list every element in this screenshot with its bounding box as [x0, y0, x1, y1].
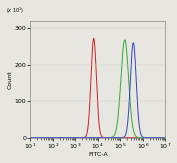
- X-axis label: FITC-A: FITC-A: [88, 152, 108, 157]
- Y-axis label: Count: Count: [8, 70, 13, 89]
- Text: $(x\ 10^1)$: $(x\ 10^1)$: [6, 6, 24, 16]
